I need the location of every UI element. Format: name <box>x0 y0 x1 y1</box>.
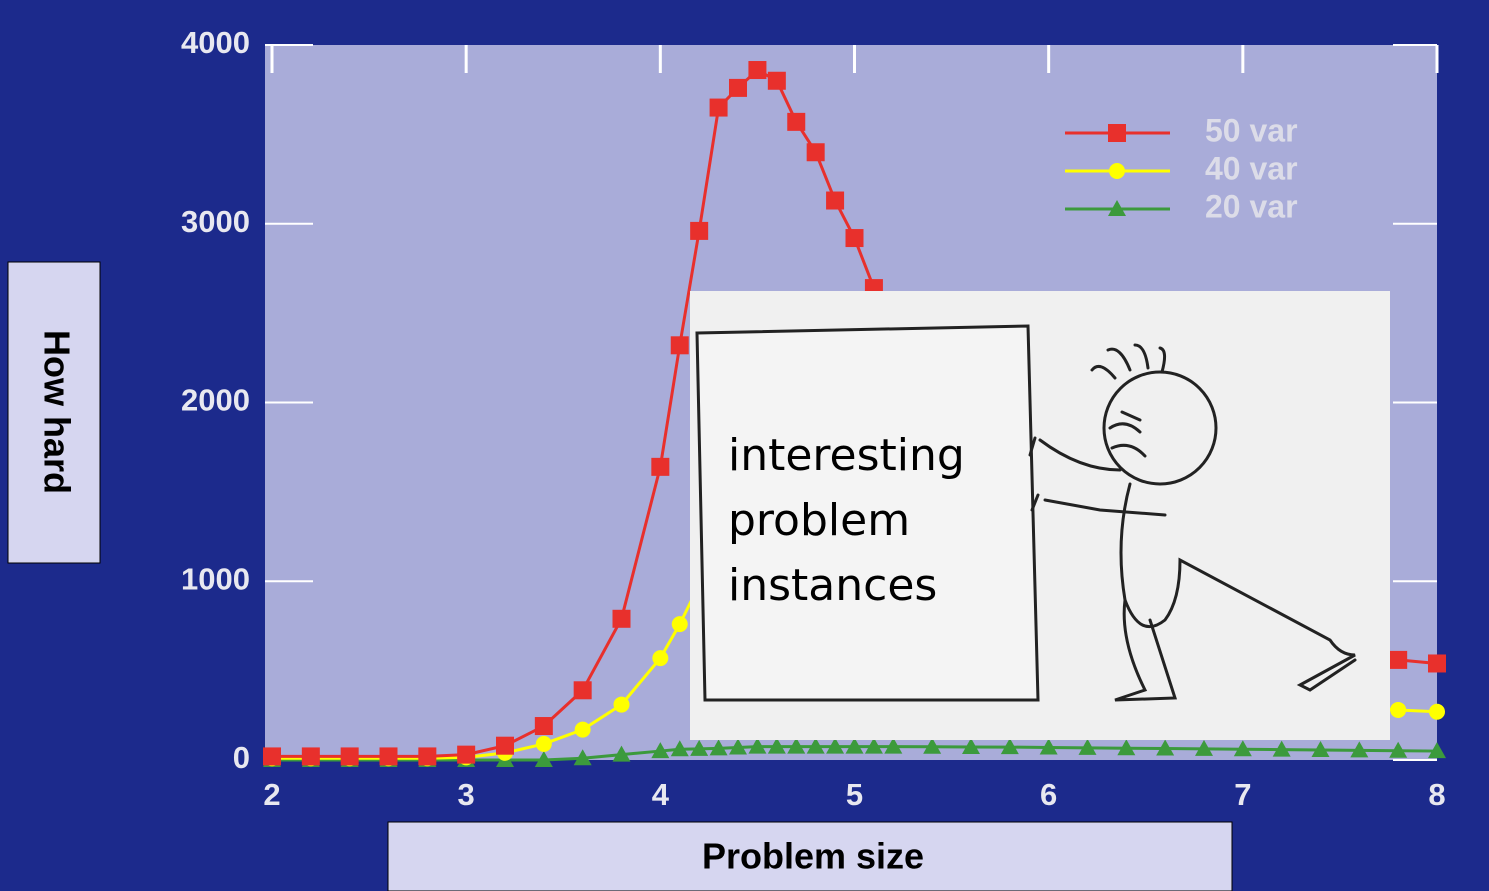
marker <box>496 737 514 755</box>
legend-label: 40 var <box>1205 150 1298 186</box>
marker <box>768 72 786 90</box>
x-tick-label: 7 <box>1234 777 1251 812</box>
marker <box>1429 704 1445 720</box>
marker <box>729 79 747 97</box>
x-tick-label: 2 <box>263 777 280 812</box>
marker <box>690 222 708 240</box>
marker <box>418 747 436 765</box>
marker <box>846 229 864 247</box>
marker <box>1389 651 1407 669</box>
marker <box>575 722 591 738</box>
legend-label: 20 var <box>1205 188 1298 224</box>
y-tick-label: 4000 <box>181 25 250 60</box>
marker <box>652 650 668 666</box>
marker <box>302 747 320 765</box>
legend-label: 50 var <box>1205 112 1298 148</box>
marker <box>535 717 553 735</box>
marker <box>651 458 669 476</box>
marker <box>263 747 281 765</box>
y-tick-label: 1000 <box>181 561 250 596</box>
overlay: interesting problem instances <box>690 291 1390 740</box>
marker <box>671 336 689 354</box>
x-tick-label: 8 <box>1428 777 1445 812</box>
marker <box>672 616 688 632</box>
marker <box>457 746 475 764</box>
marker <box>710 99 728 117</box>
marker <box>1109 163 1125 179</box>
marker <box>1390 702 1406 718</box>
marker <box>536 736 552 752</box>
chart: 0 1000 2000 3000 4000 2 3 4 5 6 7 8 50 var40 var20 … <box>0 0 1489 891</box>
marker <box>826 192 844 210</box>
y-tick-label: 2000 <box>181 383 250 418</box>
marker <box>1108 124 1126 142</box>
marker <box>341 747 359 765</box>
marker <box>807 143 825 161</box>
marker <box>380 747 398 765</box>
x-tick-label: 6 <box>1040 777 1057 812</box>
y-tick-label: 0 <box>233 740 250 775</box>
annotation-line: instances <box>728 560 937 611</box>
marker <box>613 610 631 628</box>
x-tick-label: 4 <box>652 777 670 812</box>
x-axis-label: Problem size <box>702 836 924 877</box>
x-tick-label: 5 <box>846 777 863 812</box>
marker <box>614 697 630 713</box>
marker <box>748 61 766 79</box>
annotation-line: problem <box>728 495 910 546</box>
marker <box>1428 654 1446 672</box>
y-tick-label: 3000 <box>181 204 250 239</box>
marker <box>574 681 592 699</box>
x-tick-label: 3 <box>458 777 475 812</box>
y-axis-label: How hard <box>36 330 77 494</box>
annotation-line: interesting <box>728 430 965 481</box>
marker <box>787 113 805 131</box>
